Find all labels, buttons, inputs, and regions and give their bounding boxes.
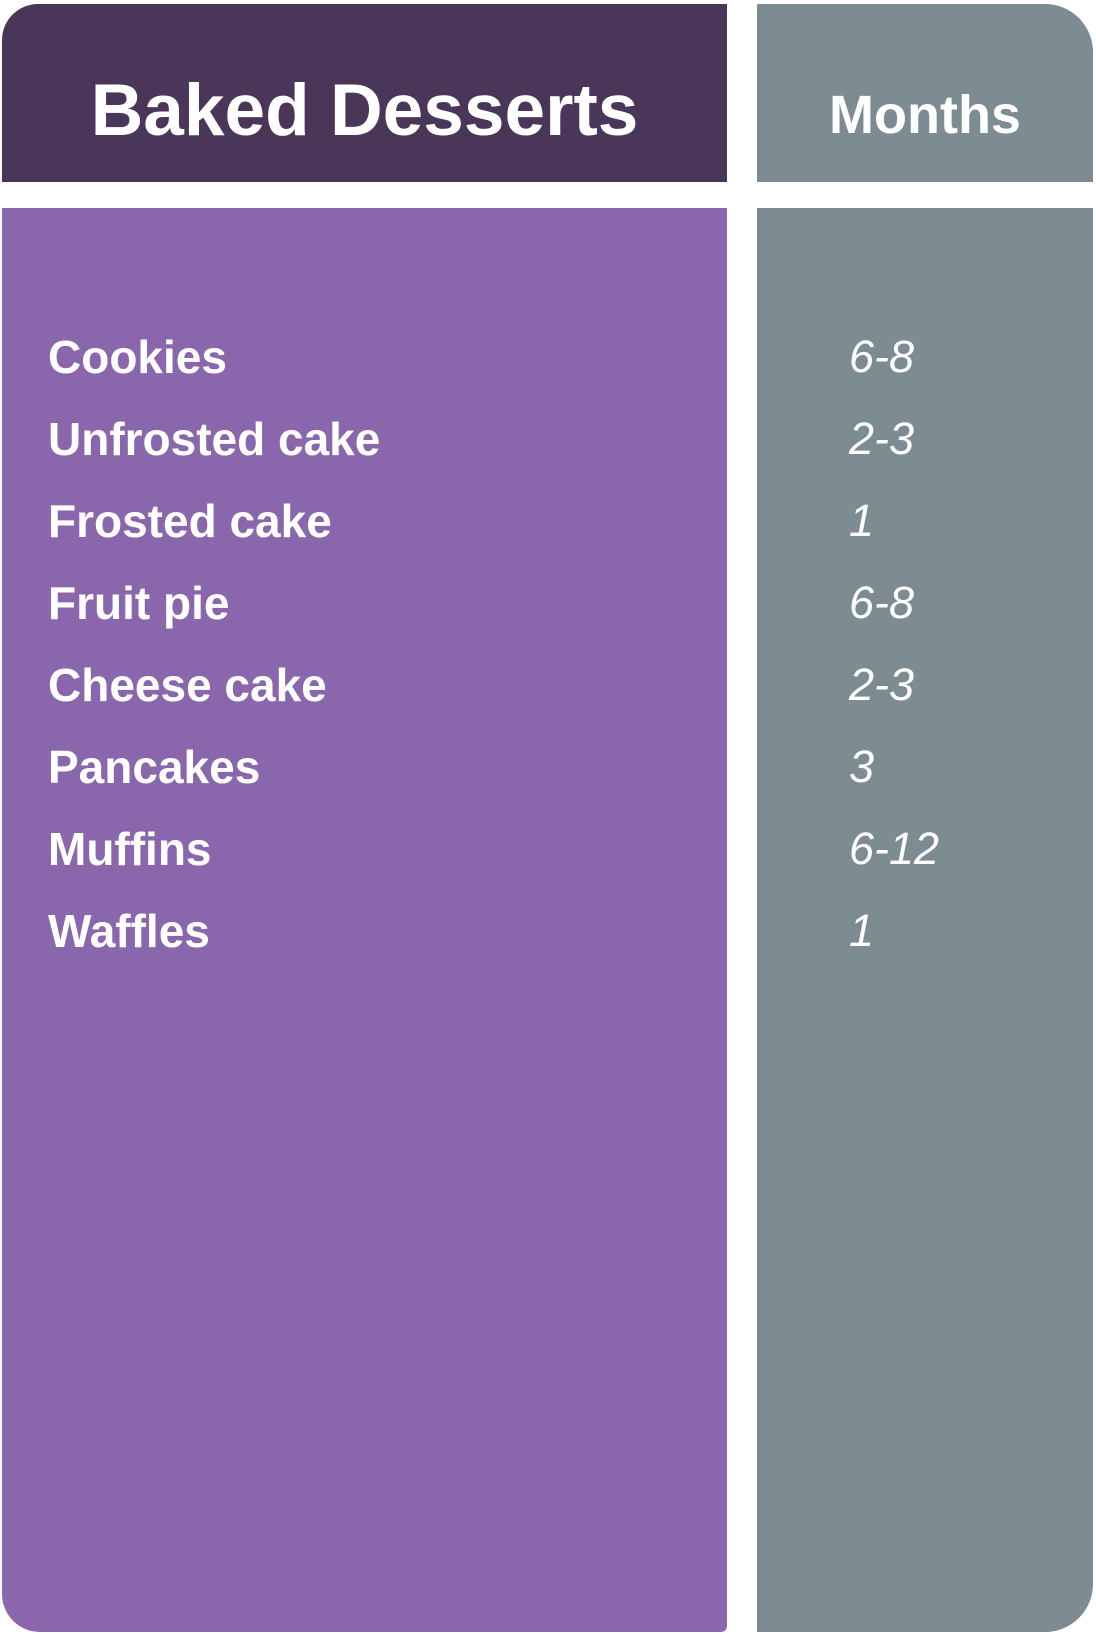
table-row: Cheese cake [2,644,727,726]
table-row: Frosted cake [2,480,727,562]
table-row: 6-8 [757,562,1093,644]
dessert-label: Unfrosted cake [48,413,381,465]
dessert-label: Waffles [48,905,210,957]
table-row: 3 [757,726,1093,808]
months-value: 2-3 [849,413,915,464]
table-row: Cookies [2,316,727,398]
dessert-label: Muffins [48,823,212,875]
dessert-column: Cookies Unfrosted cake Frosted cake Frui… [2,208,727,1632]
dessert-list: Cookies Unfrosted cake Frosted cake Frui… [2,208,727,972]
table-row: Unfrosted cake [2,398,727,480]
months-value: 6-8 [849,331,915,382]
months-value: 6-8 [849,577,915,628]
table-row: 1 [757,480,1093,562]
header-baked-desserts: Baked Desserts [2,4,727,182]
header-baked-desserts-label: Baked Desserts [90,69,639,151]
table-row: Muffins [2,808,727,890]
months-list: 6-8 2-3 1 6-8 2-3 3 6-12 1 [757,208,1093,972]
months-column: 6-8 2-3 1 6-8 2-3 3 6-12 1 [757,208,1093,1632]
months-value: 6-12 [849,823,940,874]
months-value: 3 [849,741,875,792]
header-months: Months [757,4,1093,182]
dessert-label: Cheese cake [48,659,327,711]
dessert-label: Pancakes [48,741,261,793]
dessert-label: Fruit pie [48,577,230,629]
table-row: Pancakes [2,726,727,808]
table-row: 6-8 [757,316,1093,398]
table-row: 6-12 [757,808,1093,890]
dessert-label: Frosted cake [48,495,332,547]
table-row: 1 [757,890,1093,972]
table-row: Fruit pie [2,562,727,644]
months-value: 1 [849,905,875,956]
months-value: 2-3 [849,659,915,710]
table-row: 2-3 [757,398,1093,480]
table-row: 2-3 [757,644,1093,726]
dessert-label: Cookies [48,331,227,383]
months-value: 1 [849,495,875,546]
header-months-label: Months [829,85,1021,145]
table-row: Waffles [2,890,727,972]
